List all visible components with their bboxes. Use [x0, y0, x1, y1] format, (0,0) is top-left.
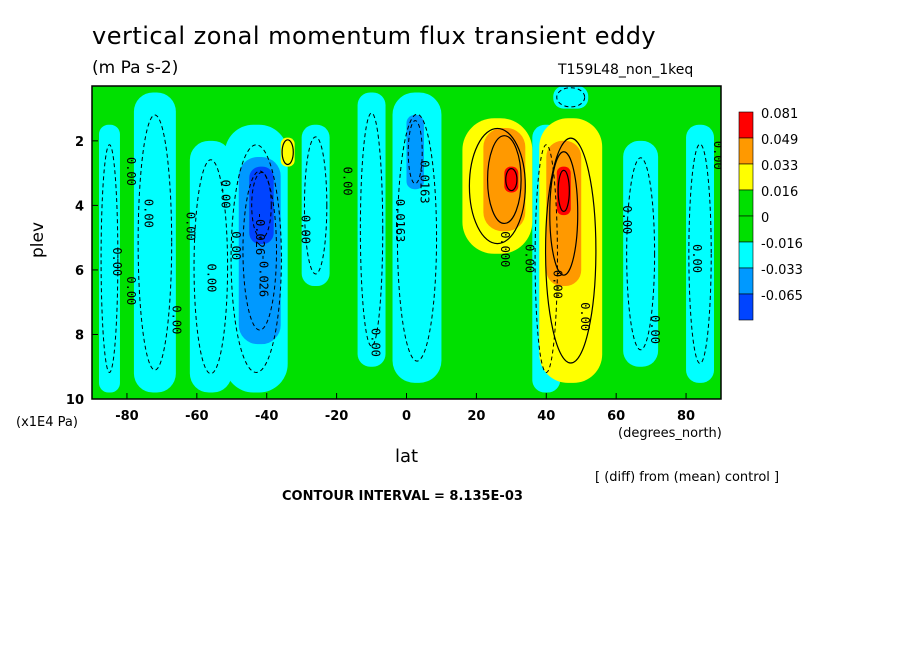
units-label: (m Pa s-2) — [92, 58, 179, 78]
contour-label: 0.00 — [711, 141, 725, 170]
contour-line-17 — [544, 137, 597, 364]
contour-line-6 — [396, 113, 438, 362]
x-tick-label: 40 — [537, 409, 555, 424]
contour-line-7 — [534, 144, 558, 373]
legend-label: 0.016 — [761, 185, 798, 200]
region-negative-13 — [249, 166, 274, 245]
contour-line-12 — [251, 171, 272, 239]
y-tick-label: 2 — [75, 135, 84, 150]
region-negative-11 — [686, 124, 715, 383]
contour-line-0 — [100, 144, 119, 373]
legend-swatch — [738, 293, 754, 321]
legend-label: 0.033 — [761, 159, 798, 174]
contour-label: 0.00 — [369, 328, 383, 357]
region-negative-5 — [301, 124, 330, 287]
legend-label: 0 — [761, 211, 769, 226]
legend-swatch — [738, 189, 754, 217]
x-tick-label: 80 — [677, 409, 695, 424]
contour-interval: CONTOUR INTERVAL = 8.135E-03 — [282, 489, 523, 504]
contour-line-18 — [549, 151, 579, 276]
contour-label: 0.00 — [690, 244, 704, 273]
contour-label: 0.00 — [169, 305, 183, 334]
contour-label: -0.026 — [257, 254, 271, 297]
legend-label: -0.065 — [761, 289, 803, 304]
legend-swatch — [738, 267, 754, 295]
x-tick-label: 60 — [607, 409, 625, 424]
legend-label: -0.033 — [761, 263, 803, 278]
x-axis-label: lat — [395, 446, 419, 467]
contour-label: 0.00 — [299, 215, 313, 244]
contour-label: 0.00 — [124, 157, 138, 186]
contour-label: 0.000 — [498, 231, 512, 267]
x-tick-label: -20 — [325, 409, 349, 424]
contour-line-13 — [407, 120, 423, 185]
legend-swatch — [738, 111, 754, 139]
contour-line-20 — [281, 139, 294, 166]
legend-swatch — [738, 137, 754, 165]
contour-line-19 — [557, 169, 570, 213]
region-negative-9 — [553, 86, 589, 109]
contour-line-4 — [303, 136, 328, 275]
region-negative-7 — [392, 92, 442, 383]
legend-label: -0.016 — [761, 237, 803, 252]
contour-label: 0.00 — [110, 247, 124, 276]
contour-label: 0.00 — [620, 205, 634, 234]
legend-swatch — [738, 241, 754, 269]
y-tick-label: 4 — [75, 199, 84, 214]
x-tick-label: -40 — [255, 409, 279, 424]
x-tick-label: 0 — [402, 409, 411, 424]
contour-label: -0.026 — [253, 212, 267, 255]
contour-label: 0.0163 — [393, 199, 407, 242]
contour-label: 0.00 — [578, 302, 592, 331]
region-positive-17 — [504, 166, 519, 193]
contour-line-5 — [359, 112, 384, 347]
region-negative-14 — [406, 115, 424, 190]
contour-label: 0.00 — [550, 270, 564, 299]
region-negative-10 — [623, 140, 659, 367]
region-negative-6 — [357, 92, 386, 367]
y-axis-units: (x1E4 Pa) — [16, 415, 78, 430]
contour-label: 0.00 — [522, 244, 536, 273]
contour-label: 0.00 — [124, 276, 138, 305]
x-tick-label: 20 — [467, 409, 485, 424]
x-tick-label: -80 — [115, 409, 139, 424]
legend-label: 0.049 — [761, 133, 798, 148]
contour-line-2 — [193, 159, 229, 375]
contour-label: 0.0163 — [417, 160, 431, 203]
contour-line-3 — [230, 144, 282, 373]
x-axis-units: (degrees_north) — [618, 426, 722, 441]
diff-note: [ (diff) from (mean) control ] — [595, 470, 780, 485]
region-positive-20 — [556, 166, 571, 216]
y-tick-label: 10 — [66, 393, 84, 408]
experiment-label: T159L48_non_1keq — [558, 62, 694, 78]
contour-label: 0.00 — [229, 231, 243, 260]
contour-label: 0.00 — [183, 212, 197, 241]
region-negative-2 — [133, 92, 176, 393]
chart-title: vertical zonal momentum flux transient e… — [92, 22, 657, 50]
x-tick-label: -60 — [185, 409, 209, 424]
contour-line-9 — [626, 157, 656, 351]
contour-line-14 — [468, 127, 526, 245]
contour-label: 0.00 — [218, 180, 232, 209]
contour-line-8 — [556, 87, 586, 108]
y-tick-label: 6 — [75, 264, 84, 279]
region-negative-3 — [189, 140, 232, 393]
legend-swatch — [738, 163, 754, 191]
y-tick-label: 8 — [75, 328, 84, 343]
contour-label: 0.00 — [204, 263, 218, 292]
legend-swatch — [738, 215, 754, 243]
contour-line-15 — [486, 135, 522, 225]
contour-line-16 — [505, 168, 518, 192]
region-positive-21 — [280, 137, 295, 167]
region-negative-1 — [98, 124, 120, 393]
contour-label: 0.00 — [141, 199, 155, 228]
region-positive-16 — [483, 127, 526, 232]
contour-label: 0.00 — [648, 315, 662, 344]
legend-label: 0.081 — [761, 107, 798, 122]
contour-label: 0.00 — [341, 167, 355, 196]
contour-line-11 — [242, 170, 278, 331]
contour-line-1 — [137, 114, 173, 371]
